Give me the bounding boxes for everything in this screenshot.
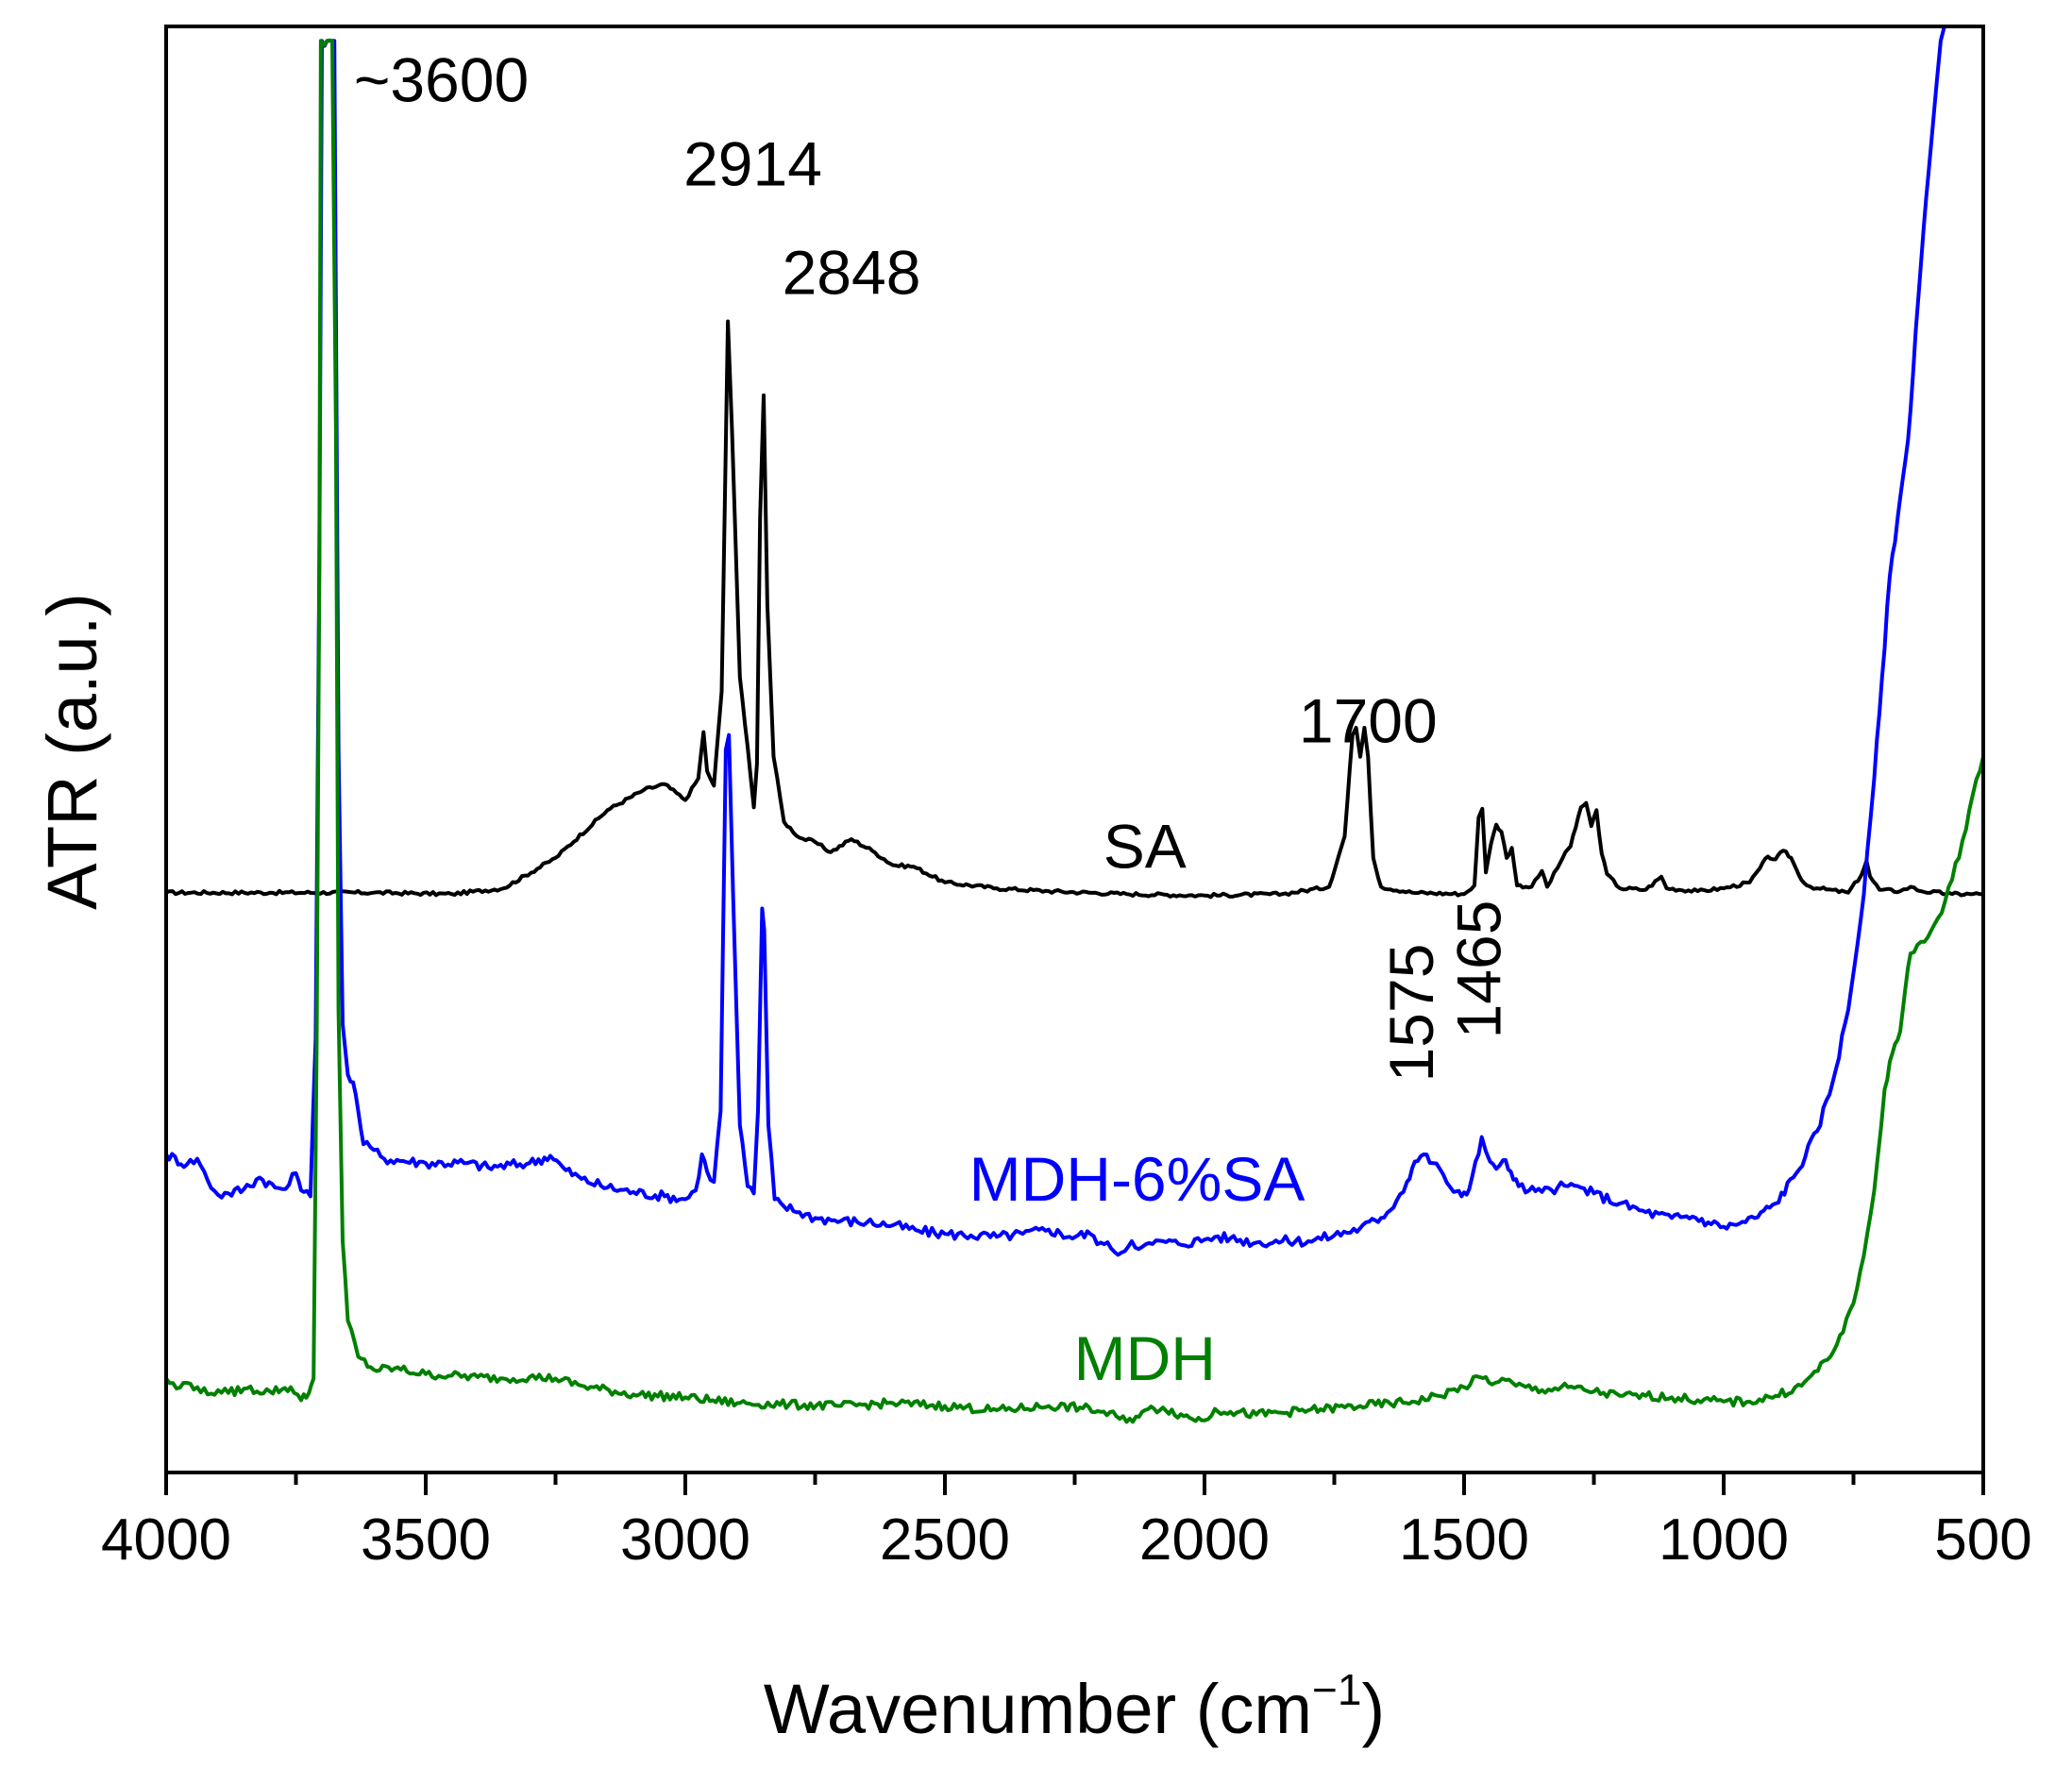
series-layer	[166, 26, 1983, 1424]
x-tick-label: 4000	[101, 1507, 231, 1573]
x-tick-label: 1500	[1399, 1507, 1529, 1573]
series-line-sa	[166, 319, 1983, 900]
peak-label-3600: ~3600	[354, 45, 529, 115]
peak-label-2848: 2848	[783, 237, 921, 307]
x-axis-title: Wavenumber (cm−1)	[764, 1665, 1385, 1748]
x-axis-title-superscript: −1	[1312, 1665, 1361, 1714]
series-label-sa: SA	[1103, 812, 1187, 882]
x-axis-title-main: Wavenumber (cm	[764, 1670, 1312, 1748]
plot-frame	[164, 25, 1985, 1474]
series-line-mdh	[166, 38, 1983, 1424]
peak-label-1575: 1575	[1376, 944, 1446, 1083]
x-tick-label: 500	[1934, 1507, 2031, 1573]
series-label-mdh-6-sa: MDH-6%SA	[969, 1144, 1306, 1214]
series-label-mdh: MDH	[1074, 1323, 1216, 1393]
peak-label-2914: 2914	[683, 129, 822, 199]
y-axis-title: ATR (a.u.)	[33, 593, 111, 910]
peak-label-1465: 1465	[1444, 900, 1514, 1039]
x-tick-label: 2500	[880, 1507, 1010, 1573]
x-axis: 4000 3500 3000 2500 2000 1500 1000 500	[101, 1472, 2032, 1573]
peak-label-1700: 1700	[1299, 685, 1438, 755]
x-tick-label: 1000	[1659, 1507, 1789, 1573]
x-tick-label: 3000	[620, 1507, 750, 1573]
x-tick-label: 2000	[1139, 1507, 1270, 1573]
series-line-mdh-6-sa	[166, 26, 1946, 1257]
x-axis-title-suffix: )	[1361, 1670, 1385, 1748]
x-tick-label: 3500	[361, 1507, 491, 1573]
series-labels: SA MDH-6%SA MDH	[969, 812, 1306, 1393]
